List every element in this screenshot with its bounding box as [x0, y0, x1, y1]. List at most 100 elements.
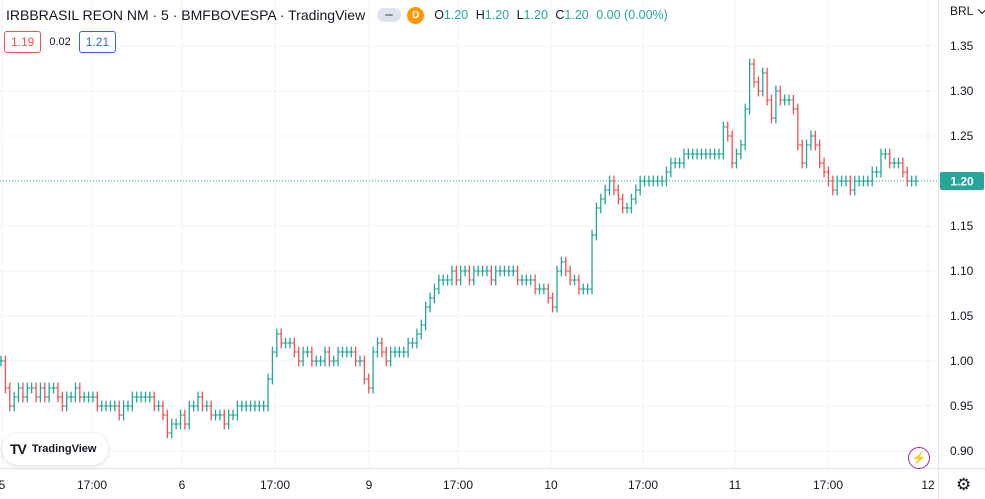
ohlc-bar — [804, 139, 809, 169]
ohlc-bar — [883, 148, 888, 160]
ohlc-bar — [559, 256, 564, 277]
lightning-icon[interactable]: ⚡ — [908, 447, 930, 469]
ohlc-bar — [406, 337, 411, 358]
symbol-title[interactable]: IRBBRASIL REON NM · 5 · BMFBOVESPA · Tra… — [6, 7, 366, 23]
ohlc-bar — [813, 130, 818, 151]
ohlc-bar — [686, 148, 691, 160]
ohlc-bar — [730, 130, 735, 169]
ohlc-bar — [787, 94, 792, 106]
ohlc-bar — [274, 328, 279, 358]
ohlc-bar — [147, 391, 152, 403]
ohlc-bar — [55, 382, 60, 403]
ohlc-bar — [826, 166, 831, 187]
ohlc-bar — [174, 418, 179, 430]
ohlc-bar — [725, 121, 730, 142]
ohlc-bar — [423, 301, 428, 331]
ohlc-bar — [835, 175, 840, 196]
gear-icon[interactable]: ⚙ — [956, 475, 972, 494]
ohlc-bar — [721, 121, 726, 160]
ohlc-bar — [607, 175, 612, 196]
y-tick-label: 1.15 — [950, 219, 974, 233]
x-tick-label: 9 — [366, 478, 373, 492]
ohlc-bar — [463, 265, 468, 277]
ohlc-bar — [414, 328, 419, 349]
ohlc-bar — [480, 265, 485, 277]
ohlc-bar — [878, 148, 883, 178]
ohlc-bar — [436, 274, 441, 295]
x-tick-label: 17:00 — [77, 478, 107, 492]
ohlc-bar — [756, 76, 761, 97]
ohlc-bar — [677, 157, 682, 169]
y-tick-label: 1.30 — [950, 84, 974, 98]
ohlc-bar — [73, 382, 78, 403]
ohlc-bar — [484, 265, 489, 277]
ohlc-bar — [476, 265, 481, 277]
ohlc-bar — [130, 391, 135, 412]
ohlc-bar — [384, 346, 389, 367]
ohlc-bar — [366, 373, 371, 394]
y-tick-label: 1.05 — [950, 309, 974, 323]
ohlc-bar — [498, 265, 503, 277]
ohlc-bar — [266, 373, 271, 412]
high-label: H — [475, 8, 485, 22]
ohlc-bar — [134, 391, 139, 403]
ohlc-bar — [375, 337, 380, 358]
high-value: 1.20 — [484, 8, 510, 22]
ohlc-bar — [121, 400, 126, 421]
ohlc-bar — [401, 346, 406, 358]
ohlc-bar — [29, 382, 34, 394]
ohlc-bar — [104, 400, 109, 412]
ohlc-bar — [778, 85, 783, 106]
ohlc-bar — [3, 355, 8, 394]
ohlc-bar — [371, 346, 376, 394]
ohlc-bar — [870, 166, 875, 187]
ohlc-bar — [590, 229, 595, 295]
ask-price-box[interactable]: 1.21 — [78, 31, 117, 53]
tradingview-logo-icon: TV — [10, 441, 27, 457]
ohlc-bar — [734, 148, 739, 169]
ohlc-bar — [86, 391, 91, 403]
ohlc-bar — [156, 400, 161, 412]
ohlc-bar — [625, 202, 630, 214]
ohlc-bar — [703, 148, 708, 160]
quote-row: 1.19 0.02 1.21 — [4, 31, 117, 53]
ohlc-bar — [585, 283, 590, 295]
ohlc-bar — [200, 391, 205, 412]
last-price-label-bg — [940, 172, 984, 190]
ohlc-bar — [279, 328, 284, 349]
ohlc-bar — [454, 265, 459, 286]
tradingview-logo[interactable]: TV TradingView — [2, 433, 108, 465]
ohlc-bar — [791, 94, 796, 115]
ohlc-bar — [0, 355, 3, 367]
ohlc-bar — [638, 175, 643, 196]
ohlc-bar — [611, 175, 616, 196]
ohlc-bar — [550, 292, 555, 313]
ohlc-bar — [594, 202, 599, 241]
bid-price-box[interactable]: 1.19 — [4, 31, 42, 53]
ohlc-bar — [598, 193, 603, 214]
ohlc-bar — [563, 256, 568, 277]
ohlc-bar — [546, 283, 551, 304]
ohlc-bar — [301, 346, 306, 367]
delayed-badge[interactable]: D — [407, 6, 425, 24]
ohlc-bar — [537, 283, 542, 295]
visibility-toggle-icon[interactable] — [377, 8, 402, 22]
ohlc-bar — [305, 346, 310, 358]
currency-selector[interactable]: BRL — [950, 4, 983, 18]
ohlc-bar — [616, 184, 621, 205]
ohlc-bar — [795, 103, 800, 151]
ohlc-bar — [830, 175, 835, 196]
low-label: L — [516, 8, 524, 22]
ohlc-bar — [379, 337, 384, 358]
ohlc-bar — [541, 283, 546, 295]
ohlc-bar — [572, 274, 577, 286]
y-tick-label: 1.35 — [950, 39, 974, 53]
ohlc-bar — [344, 346, 349, 358]
ohlc-bar — [169, 418, 174, 439]
x-tick-label: 11 — [729, 478, 742, 492]
x-tick-label: 17:00 — [260, 478, 290, 492]
ohlc-bar — [524, 274, 529, 286]
ohlc-bar — [887, 148, 892, 169]
